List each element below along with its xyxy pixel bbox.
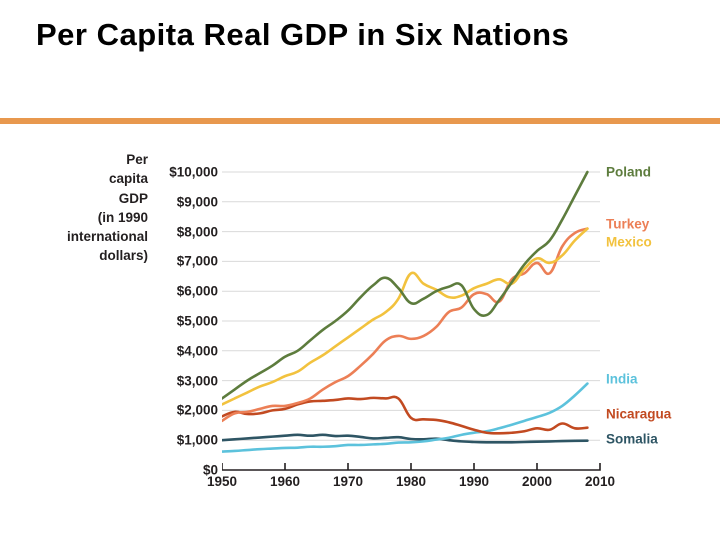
y-axis-title-line: capita: [108, 171, 148, 187]
y-axis-tick-label: $1,000: [176, 432, 218, 448]
y-axis-tick-label: $10,000: [169, 164, 218, 180]
y-axis-tick-label: $7,000: [176, 253, 218, 269]
y-axis-tick-label: $5,000: [176, 313, 218, 329]
x-axis-tick-label: 1980: [395, 474, 427, 489]
y-axis-title-line: Per: [126, 152, 148, 167]
chart-figure: Per capita GDP (in 1990 international do…: [0, 130, 720, 540]
series-line-turkey: [222, 227, 589, 423]
y-axis-tick-label: $2,000: [176, 402, 218, 418]
series-label-mexico: Mexico: [606, 234, 652, 250]
y-axis-tick-label: $0: [202, 462, 218, 478]
y-axis-tick-label: $8,000: [176, 224, 218, 240]
series-label-somalia: Somalia: [606, 431, 658, 447]
x-axis-tick-label: 2010: [584, 474, 616, 489]
x-axis-tick-label: 1950: [206, 474, 238, 489]
series-line-poland: [222, 170, 589, 400]
series-label-nicaragua: Nicaragua: [606, 406, 672, 422]
series-line-india: [222, 382, 589, 453]
y-axis-title-line: dollars): [99, 248, 148, 264]
x-axis-tick-label: 1970: [332, 474, 364, 489]
y-axis-title-line: (in 1990: [97, 209, 148, 225]
y-axis-tick-label: $9,000: [176, 194, 218, 210]
title-divider-rule: [0, 118, 720, 124]
series-line-somalia: [222, 433, 589, 444]
y-axis-ticks: $0 $1,000 $2,000 $3,000 $4,000 $5,000 $6,000 $7…: [148, 130, 222, 540]
series-line-mexico: [222, 227, 589, 406]
series-line-nicaragua: [222, 395, 589, 435]
page-title: Per Capita Real GDP in Six Nations: [36, 17, 570, 52]
plot-area: [222, 130, 601, 540]
x-axis-tick-label: 1990: [458, 474, 490, 489]
series-label-turkey: Turkey: [606, 216, 650, 232]
y-axis-tick-label: $3,000: [176, 373, 218, 389]
series-legend: Poland Turkey Mexico India Nicaragua Somalia: [606, 130, 720, 540]
x-axis-tick-label: 1960: [269, 474, 301, 489]
y-axis-tick-label: $6,000: [176, 283, 218, 299]
series-label-india: India: [606, 371, 638, 387]
x-axis-tick-label: 2000: [521, 474, 553, 489]
series-label-poland: Poland: [606, 164, 652, 180]
y-axis-tick-label: $4,000: [176, 343, 218, 359]
y-axis-title-line: GDP: [118, 190, 148, 206]
x-axis-ticks: 1950 1960 1970 1980 1990 2000 2010: [180, 474, 660, 504]
y-axis-title-line: international: [66, 229, 148, 245]
y-axis-title: Per capita GDP (in 1990 international do…: [40, 150, 148, 266]
